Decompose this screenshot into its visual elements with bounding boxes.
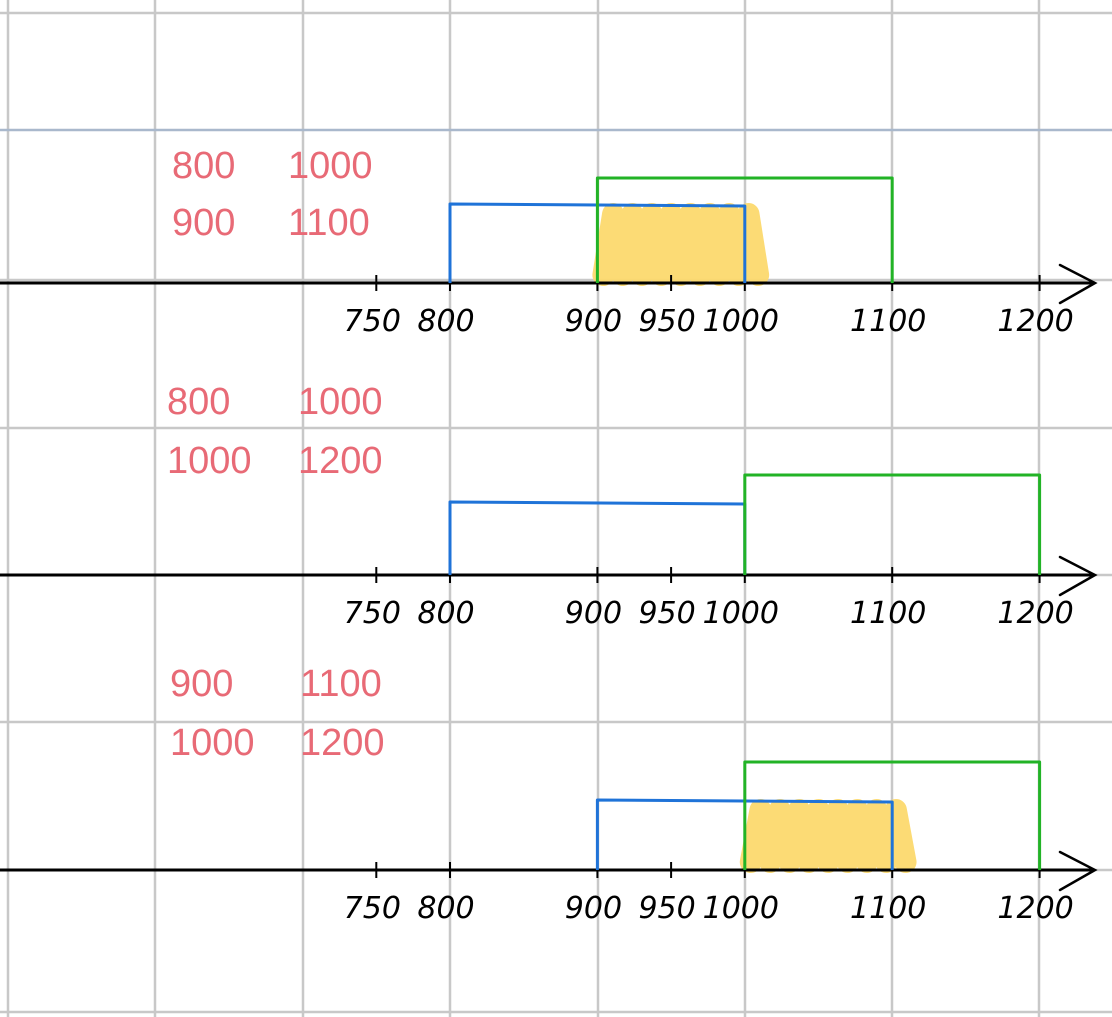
tick-label-750: 750 xyxy=(344,596,401,631)
pair-start-label: 800 xyxy=(172,145,235,187)
pair-end-label: 1000 xyxy=(288,145,373,187)
tick-label-950: 950 xyxy=(638,596,695,631)
arrow-right-icon xyxy=(1058,850,1098,892)
interval-b-bracket xyxy=(743,473,1042,575)
pair-start-label: 1000 xyxy=(170,722,255,764)
tick-label-1000: 1000 xyxy=(703,891,779,926)
pair-end-label: 1100 xyxy=(300,663,382,705)
tick-label-800: 800 xyxy=(417,891,474,926)
pair-start-label: 900 xyxy=(172,202,235,244)
tick-label-950: 950 xyxy=(638,304,695,339)
tick-label-800: 800 xyxy=(417,304,474,339)
arrow-right-icon xyxy=(1058,263,1098,305)
tick-label-1200: 1200 xyxy=(997,891,1073,926)
tick-label-1200: 1200 xyxy=(997,304,1073,339)
tick-label-950: 950 xyxy=(638,891,695,926)
tick-label-750: 750 xyxy=(344,304,401,339)
tick-label-900: 900 xyxy=(565,304,622,339)
interval-b-bracket xyxy=(595,176,894,283)
tick-label-1100: 1100 xyxy=(850,596,926,631)
tick-label-800: 800 xyxy=(417,596,474,631)
tick-label-1000: 1000 xyxy=(703,596,779,631)
pair-end-label: 1100 xyxy=(288,202,370,244)
tick-label-1100: 1100 xyxy=(850,891,926,926)
tick-label-1200: 1200 xyxy=(997,596,1073,631)
interval-b-bracket xyxy=(743,760,1042,870)
pair-start-label: 1000 xyxy=(167,440,252,482)
pair-end-label: 1000 xyxy=(298,381,383,423)
overlap-highlight xyxy=(739,799,917,873)
arrow-right-icon xyxy=(1058,555,1098,597)
tick-label-900: 900 xyxy=(565,891,622,926)
tick-label-1000: 1000 xyxy=(703,304,779,339)
overlap-highlight xyxy=(592,203,770,286)
tick-label-1100: 1100 xyxy=(850,304,926,339)
pair-end-label: 1200 xyxy=(300,722,385,764)
pair-start-label: 900 xyxy=(170,663,233,705)
tick-label-900: 900 xyxy=(565,596,622,631)
tick-label-750: 750 xyxy=(344,891,401,926)
pair-end-label: 1200 xyxy=(298,440,383,482)
pair-start-label: 800 xyxy=(167,381,230,423)
